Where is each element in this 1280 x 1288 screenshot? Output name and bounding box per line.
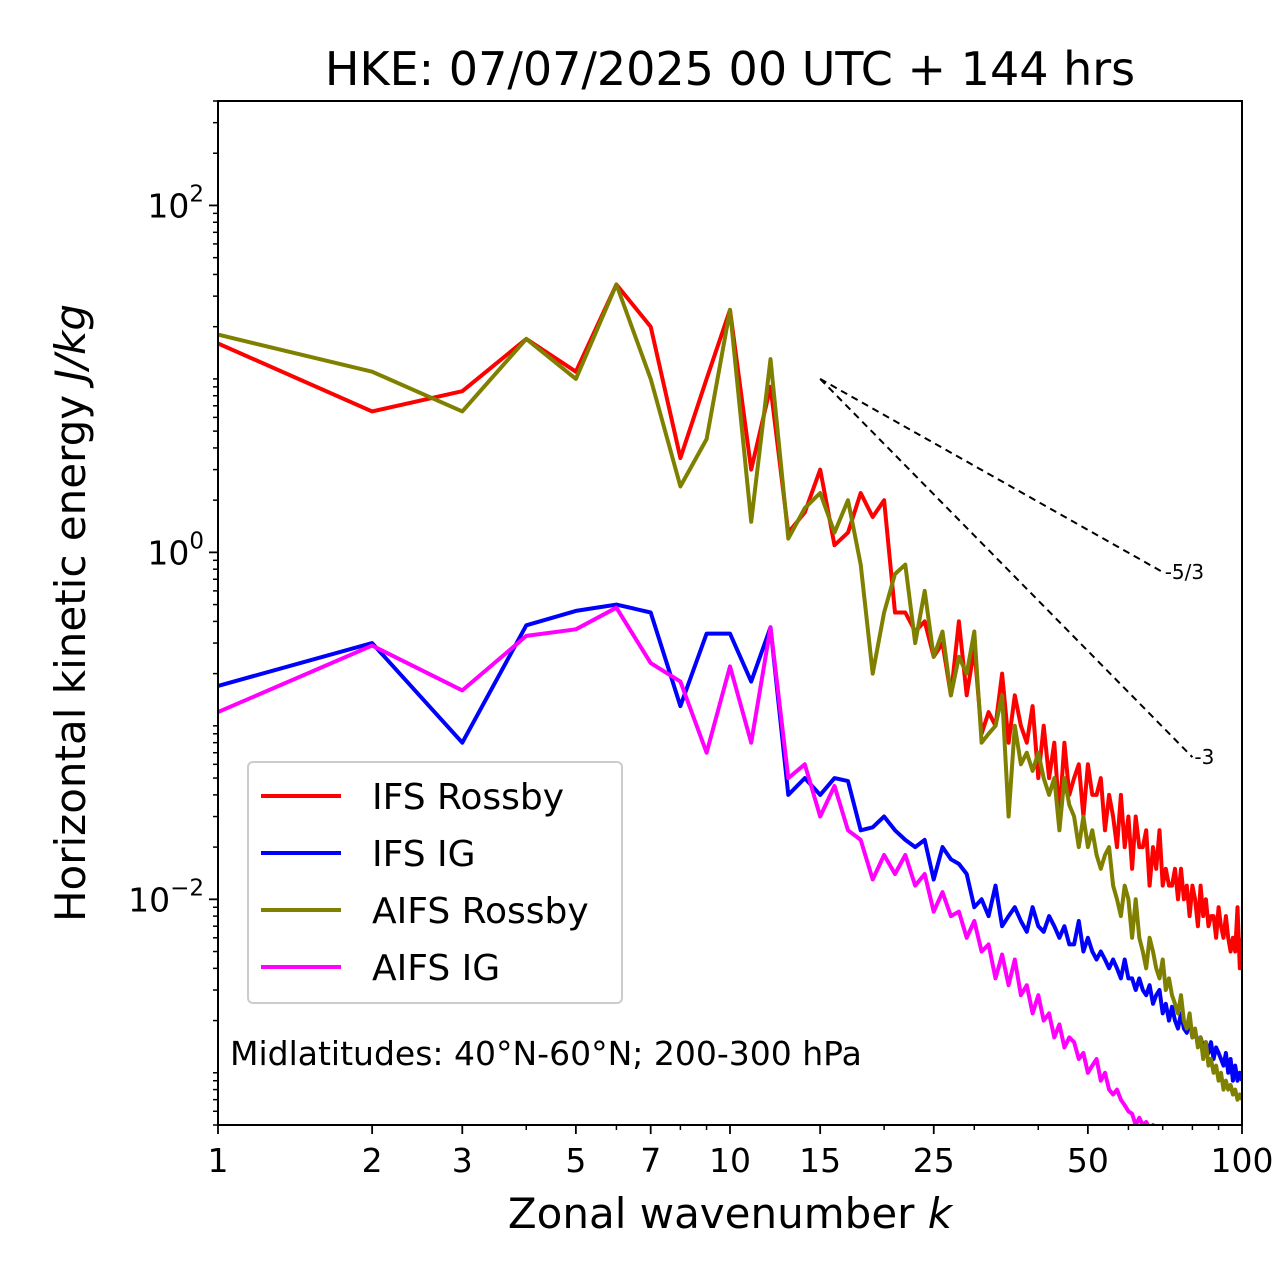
legend-label-aifs-ig: AIFS IG [372,948,500,989]
y-tick-label: 100 [147,528,204,572]
series-line-aifs-ig [218,605,1156,1125]
slope-line-0 [819,378,1164,573]
y-tick-label: 102 [147,181,204,225]
y-tick-label: 10−2 [128,875,204,919]
x-tick-label: 10 [709,1141,751,1180]
x-tick-label: 2 [362,1141,383,1180]
x-axis-label-symbol: k [928,1189,954,1238]
x-tick-label: 25 [913,1141,955,1180]
y-axis-label: Horizontal kinetic energy J/kg [46,304,95,922]
legend: IFS Rossby IFS IG AIFS Rossby AIFS IG [247,761,623,1004]
y-axis-label-unit: J/kg [46,304,95,389]
x-tick-label: 15 [799,1141,841,1180]
y-axis: 102 100 10−2 [128,100,218,1126]
y-axis-label-text: Horizontal kinetic energy [46,395,95,922]
slope-label-1: -3 [1194,745,1214,769]
x-tick-label: 100 [1211,1141,1274,1180]
series-line-ifs-rossby [218,282,1242,971]
legend-label-ifs-rossby: IFS Rossby [372,777,564,818]
legend-label-aifs-rossby: AIFS Rossby [372,891,589,932]
x-tick-label: 5 [565,1141,586,1180]
region-annotation: Midlatitudes: 40°N-60°N; 200-300 hPa [230,1034,862,1073]
x-tick-label: 1 [208,1141,229,1180]
legend-entries: IFS Rossby IFS IG AIFS Rossby AIFS IG [261,777,589,989]
plot-area: -5/3 -3 [217,100,1243,1126]
chart-title: HKE: 07/07/2025 00 UTC + 144 hrs [325,42,1135,96]
x-axis: 1 2 3 5 7 10 15 25 50 100 [208,1125,1274,1180]
x-tick-label: 50 [1067,1141,1109,1180]
series-line-aifs-rossby [218,282,1242,1102]
legend-box [247,761,623,1004]
slope-label-0: -5/3 [1165,560,1204,584]
x-axis-label: Zonal wavenumber k [508,1189,954,1238]
x-tick-label: 7 [640,1141,661,1180]
x-tick-label: 3 [452,1141,473,1180]
series-layer [218,282,1242,1125]
reference-slopes: -5/3 -3 [819,378,1214,769]
x-axis-label-text: Zonal wavenumber [508,1189,915,1238]
legend-label-ifs-ig: IFS IG [372,834,476,875]
slope-line-1 [819,378,1194,758]
